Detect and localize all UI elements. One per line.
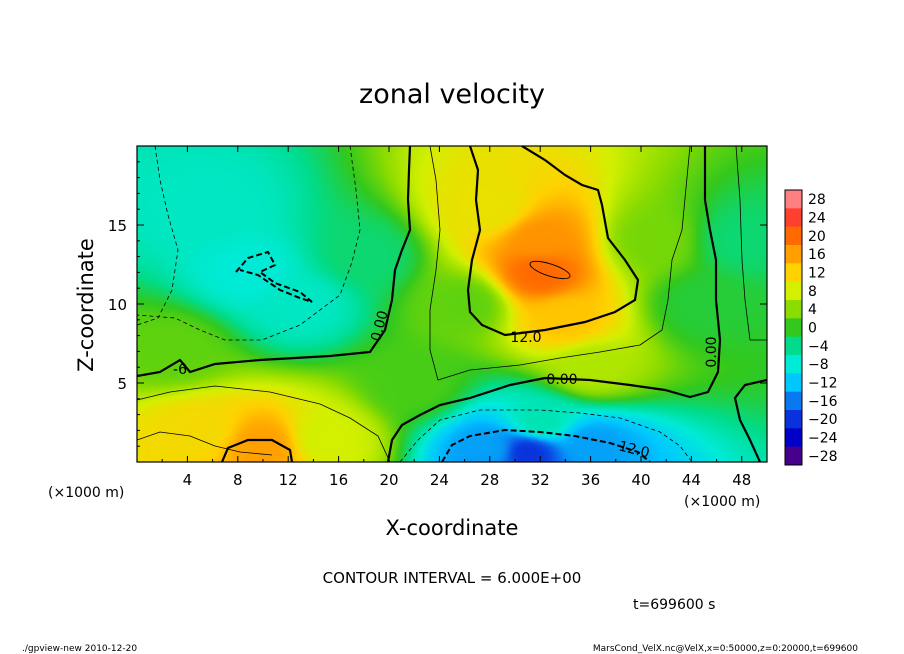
- contour-label: 0.00: [704, 336, 720, 367]
- colorbar-label: −20: [808, 412, 838, 428]
- x-unit-left: (×1000 m): [48, 485, 124, 501]
- colorbar-label: 12: [808, 266, 826, 282]
- x-axis: 4 8 12 16 20 24 28 32 36 40 44 48: [161, 146, 751, 489]
- colorbar-swatch: [785, 410, 802, 429]
- x-tick-label: 40: [631, 471, 650, 489]
- colorbar-swatch: [785, 263, 802, 283]
- contour-line-six-dashed-bottom: [441, 428, 651, 462]
- contour-line-thin-bottom-left: [137, 431, 273, 456]
- colorbar-swatch: [785, 208, 802, 228]
- colorbar: 28 24 20 16 12 8 4 0 −4 −8 −12 −16 −20 −24 −28: [784, 189, 838, 466]
- colorbar-swatch: [785, 245, 802, 264]
- colorbar-label: 20: [808, 229, 826, 245]
- colorbar-swatch: [785, 373, 802, 393]
- colorbar-swatch: [785, 226, 802, 246]
- velocity-field: [137, 146, 767, 462]
- colorbar-label: −24: [808, 431, 838, 447]
- contour-line-thin-center: [429, 146, 691, 381]
- program-info: ./gpview-new 2010-12-20: [22, 644, 137, 654]
- colorbar-label: −12: [808, 376, 838, 392]
- colorbar-label: −8: [808, 357, 829, 373]
- x-tick-label: 20: [379, 471, 398, 489]
- contour-label: 12.0: [510, 330, 541, 346]
- y-axis-label: Z-coordinate: [74, 238, 98, 372]
- contour-line-thin-right: [735, 146, 767, 341]
- source-info: MarsCond_VelX.nc@VelX,x=0:50000,z=0:2000…: [593, 644, 858, 654]
- colorbar-swatch: [785, 355, 802, 374]
- colorbar-label: 0: [808, 321, 817, 337]
- contour-line-maximum: [529, 260, 571, 280]
- contour-line-six-dashed-top: [235, 250, 313, 303]
- x-tick-label: 36: [581, 471, 600, 489]
- y-tick-label: 10: [108, 296, 127, 314]
- contour-line-zero-left: [137, 146, 412, 378]
- contour-line-zero-right: [733, 378, 767, 462]
- x-tick-label: 24: [430, 471, 449, 489]
- x-tick-label: 28: [480, 471, 499, 489]
- plot-area: 0.00 0.00 0.00 12.0 12.0 -6: [136, 145, 768, 463]
- contour-interval: CONTOUR INTERVAL = 6.000E+00: [323, 569, 582, 587]
- colorbar-swatch: [785, 391, 802, 411]
- colorbar-label: 16: [808, 247, 826, 263]
- x-tick-label: 32: [531, 471, 550, 489]
- contour-label: 0.00: [546, 372, 577, 388]
- x-tick-label: 48: [732, 471, 751, 489]
- y-tick-label: 15: [108, 217, 127, 235]
- colorbar-swatch: [785, 336, 802, 356]
- colorbar-swatch: [785, 318, 802, 338]
- contour-label: -6: [173, 362, 187, 378]
- colorbar-label: 24: [808, 211, 826, 227]
- contour-line-twelve-bottom: [220, 438, 294, 462]
- colorbar-label: 4: [808, 302, 817, 318]
- contour-line-thin-top: [137, 146, 361, 341]
- x-tick-label: 4: [183, 471, 193, 489]
- x-unit-right: (×1000 m): [684, 494, 760, 510]
- contour-line-twelve-top: [466, 146, 640, 337]
- time-stamp: t=699600 s: [633, 597, 715, 613]
- colorbar-swatch: [785, 300, 802, 319]
- chart-title: zonal velocity: [359, 79, 545, 110]
- x-tick-label: 8: [233, 471, 243, 489]
- colorbar-label: −4: [808, 339, 829, 355]
- colorbar-label: −28: [808, 449, 838, 465]
- y-axis: 5 10 15: [108, 161, 767, 447]
- colorbar-label: −16: [808, 394, 838, 410]
- colorbar-swatch: [785, 281, 802, 301]
- y-tick-label: 5: [117, 375, 127, 393]
- contour-label: 12.0: [617, 438, 651, 461]
- contour-labels: 0.00 0.00 0.00 12.0 12.0 -6: [173, 309, 720, 462]
- colorbar-label: 8: [808, 284, 817, 300]
- contour-line-thin-left: [137, 146, 179, 326]
- contour-line-zero-center: [386, 146, 722, 462]
- contour-line-thin-mid: [137, 385, 391, 462]
- contour-lines: [137, 146, 767, 462]
- x-tick-label: 44: [682, 471, 701, 489]
- x-axis-label: X-coordinate: [386, 516, 519, 540]
- colorbar-swatch: [785, 428, 802, 448]
- contour-label: 0.00: [368, 309, 392, 343]
- x-tick-label: 12: [279, 471, 298, 489]
- x-tick-label: 16: [329, 471, 348, 489]
- colorbar-label: 28: [808, 192, 826, 208]
- colorbar-frame: [784, 189, 803, 466]
- colorbar-swatch: [785, 446, 802, 466]
- contour-line-thin-lower: [399, 409, 693, 462]
- colorbar-swatch: [785, 190, 802, 209]
